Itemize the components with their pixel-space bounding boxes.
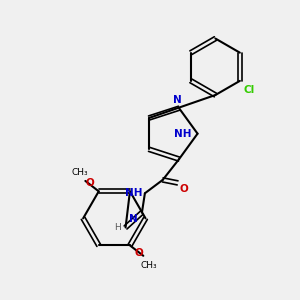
Text: NH: NH (174, 129, 192, 139)
Text: O: O (179, 184, 188, 194)
Text: CH₃: CH₃ (72, 168, 88, 177)
Text: Cl: Cl (243, 85, 255, 95)
Text: H: H (114, 223, 121, 232)
Text: O: O (85, 178, 94, 188)
Text: O: O (134, 248, 143, 258)
Text: NH: NH (125, 188, 142, 198)
Text: N: N (173, 94, 182, 105)
Text: N: N (129, 214, 137, 224)
Text: CH₃: CH₃ (141, 261, 158, 270)
